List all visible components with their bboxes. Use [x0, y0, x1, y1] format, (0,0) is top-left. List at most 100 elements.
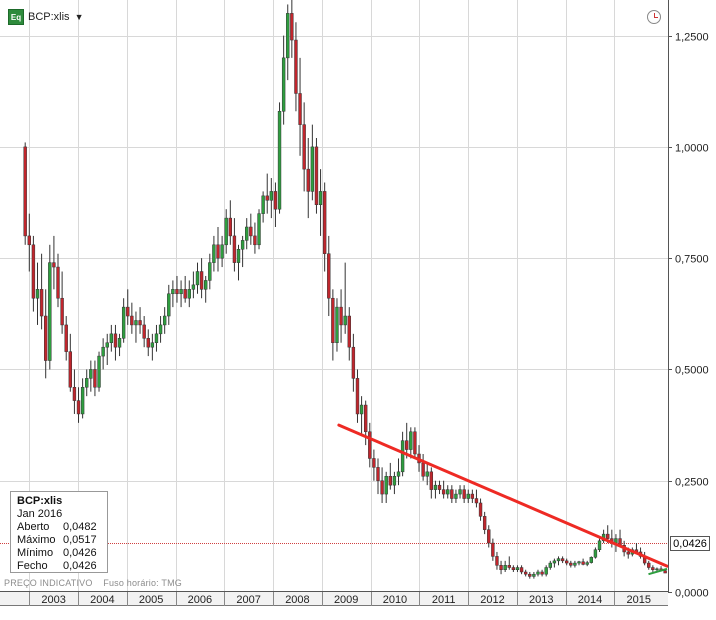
- clock-icon[interactable]: [647, 10, 661, 24]
- candle-body: [478, 502, 483, 517]
- candle-body: [273, 191, 278, 210]
- candle: [380, 467, 384, 503]
- candle: [48, 244, 52, 370]
- candle-body: [597, 540, 602, 550]
- x-tick-label: 2015: [627, 594, 651, 606]
- candle-body: [56, 266, 60, 299]
- candle: [286, 4, 290, 81]
- candle-body: [121, 306, 126, 339]
- candle-body: [511, 567, 516, 570]
- candle-body: [491, 542, 495, 557]
- candle-body: [265, 195, 269, 201]
- x-axis-ticks: 2003 2004 2005 2006 2007 2008 2009 2010 2011 2012…: [29, 592, 651, 606]
- candle: [310, 124, 315, 201]
- candle: [294, 22, 298, 112]
- candle-body: [405, 440, 409, 450]
- candle-body: [409, 431, 413, 450]
- candle-body: [581, 561, 585, 565]
- candle: [314, 137, 319, 214]
- candle: [388, 462, 392, 490]
- candle-body: [23, 146, 27, 237]
- candle-body: [224, 217, 228, 246]
- candle: [429, 467, 434, 499]
- candle-body: [191, 284, 196, 290]
- candle-body: [388, 476, 392, 486]
- candle: [167, 284, 171, 325]
- candle-body: [175, 289, 179, 295]
- ticker-label[interactable]: BCP:xlis: [28, 11, 70, 23]
- candle-body: [532, 573, 536, 577]
- candle: [589, 556, 593, 564]
- candle-body: [179, 289, 183, 295]
- timezone-label: Fuso horário: TMG: [103, 578, 183, 588]
- candle: [433, 480, 438, 499]
- candle: [327, 235, 331, 317]
- candle-body: [113, 333, 118, 348]
- y-tick-label: 0,5000: [675, 365, 709, 377]
- candle-body: [314, 146, 319, 206]
- x-tick-label: 2008: [285, 594, 309, 606]
- candle: [425, 462, 429, 486]
- candle: [191, 271, 196, 299]
- candle: [478, 498, 483, 521]
- candle-body: [171, 289, 175, 295]
- tooltip-label: Máximo: [17, 534, 56, 546]
- candle: [208, 253, 212, 290]
- candle: [175, 275, 179, 303]
- candle: [97, 351, 101, 392]
- x-tick-label: 2003: [41, 594, 65, 606]
- candle-body: [126, 306, 130, 317]
- candle: [44, 289, 48, 379]
- candle-body: [35, 289, 40, 299]
- candle: [573, 560, 577, 568]
- candle: [31, 235, 36, 312]
- candle: [384, 471, 388, 503]
- candle: [306, 137, 310, 219]
- candle: [339, 289, 343, 343]
- candle-body: [425, 471, 429, 477]
- candle-body: [318, 191, 323, 206]
- candle: [376, 458, 380, 495]
- candle: [80, 378, 85, 419]
- candle: [544, 565, 548, 577]
- candle-body: [85, 378, 89, 388]
- candle: [39, 253, 44, 330]
- candle-body: [76, 400, 81, 415]
- candle-body: [228, 217, 232, 237]
- candle: [171, 280, 175, 308]
- candle: [487, 525, 491, 548]
- candle-body: [146, 338, 150, 348]
- candle: [212, 235, 216, 272]
- candle-body: [462, 489, 466, 499]
- candle: [93, 360, 97, 397]
- candle: [130, 302, 134, 334]
- x-tick-label: 2009: [334, 594, 358, 606]
- x-axis-band: [0, 592, 668, 606]
- candle-body: [212, 244, 216, 263]
- chevron-down-icon[interactable]: ▼: [74, 12, 84, 22]
- candle: [331, 289, 335, 361]
- candle-body: [220, 244, 224, 259]
- candle-body: [466, 493, 470, 499]
- resistance-trendline[interactable]: [337, 423, 669, 568]
- candle-body: [593, 549, 598, 558]
- candle-body: [52, 262, 56, 268]
- candle-body: [499, 565, 503, 570]
- candle-body: [458, 489, 462, 495]
- short-trendline[interactable]: [648, 567, 668, 576]
- candle: [281, 35, 286, 125]
- candle-body: [433, 484, 438, 490]
- candle-body: [552, 560, 557, 564]
- candle: [392, 471, 397, 495]
- candle-body: [130, 315, 134, 326]
- candle: [593, 547, 598, 559]
- candle-body: [39, 289, 44, 317]
- candle: [150, 333, 155, 361]
- candle: [27, 213, 31, 272]
- candle: [651, 565, 655, 572]
- candle: [232, 218, 237, 272]
- candle: [565, 558, 569, 566]
- candle: [462, 485, 466, 503]
- candle: [409, 427, 413, 459]
